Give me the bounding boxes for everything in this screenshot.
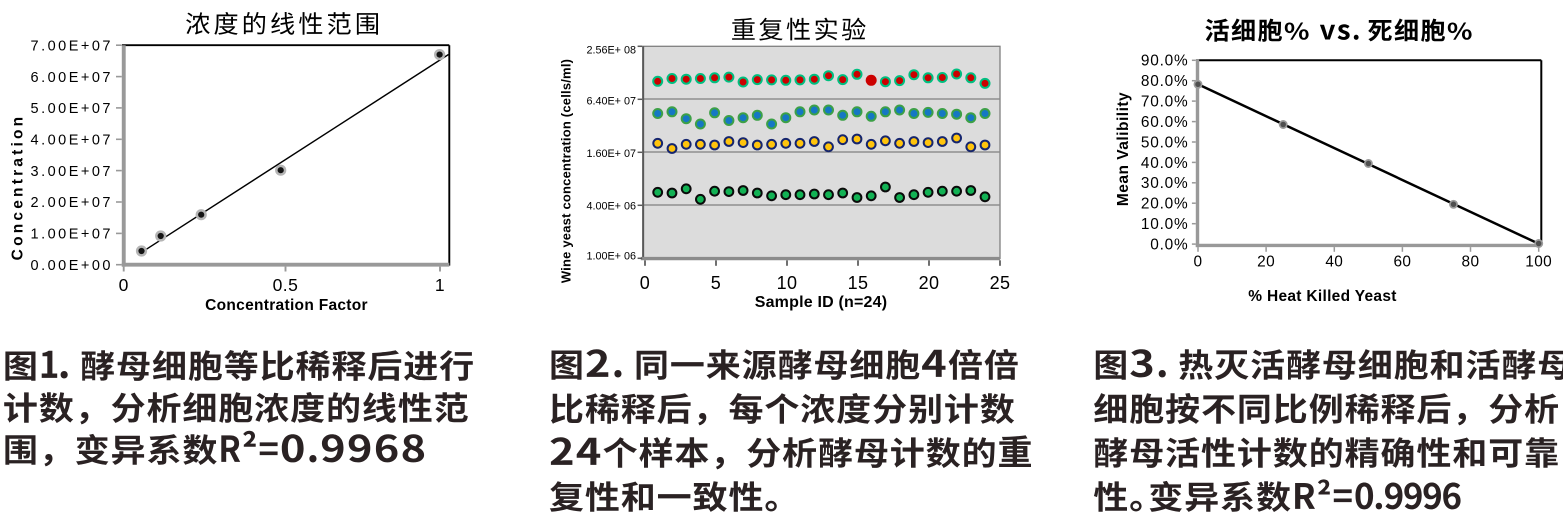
svg-text:7.00E+07: 7.00E+07 — [31, 38, 114, 54]
svg-text:1.00E+ 06: 1.00E+ 06 — [586, 250, 636, 262]
svg-text:0: 0 — [119, 275, 129, 295]
svg-text:Concentration Factor: Concentration Factor — [205, 297, 368, 314]
svg-text:10.0%: 10.0% — [1141, 216, 1189, 233]
svg-text:30.0%: 30.0% — [1141, 175, 1189, 192]
svg-text:Concentration: Concentration — [10, 114, 27, 261]
svg-text:90.0%: 90.0% — [1141, 53, 1189, 70]
svg-text:20.0%: 20.0% — [1141, 196, 1189, 213]
svg-text:0.00E+00: 0.00E+00 — [31, 258, 114, 274]
svg-text:0.0%: 0.0% — [1150, 237, 1188, 254]
svg-text:5: 5 — [711, 273, 721, 293]
svg-text:1: 1 — [435, 275, 445, 295]
svg-text:0: 0 — [1194, 254, 1203, 271]
svg-text:3.00E+07: 3.00E+07 — [31, 164, 114, 180]
svg-text:70.0%: 70.0% — [1141, 94, 1189, 111]
svg-text:1.60E+ 07: 1.60E+ 07 — [586, 148, 636, 160]
svg-text:Wine yeast concentration (cell: Wine yeast concentration (cells/ml) — [559, 59, 574, 283]
svg-text:20: 20 — [919, 273, 940, 293]
svg-text:% Heat Killed Yeast: % Heat Killed Yeast — [1248, 288, 1396, 305]
svg-text:40.0%: 40.0% — [1141, 155, 1189, 172]
svg-text:10: 10 — [777, 273, 798, 293]
svg-text:6.40E+ 07: 6.40E+ 07 — [586, 96, 636, 108]
svg-text:5.00E+07: 5.00E+07 — [31, 101, 114, 117]
svg-text:Sample ID (n=24): Sample ID (n=24) — [755, 294, 888, 311]
svg-text:2.00E+07: 2.00E+07 — [31, 195, 114, 211]
svg-text:60.0%: 60.0% — [1141, 114, 1189, 131]
svg-text:15: 15 — [848, 273, 869, 293]
svg-text:0: 0 — [640, 273, 650, 293]
svg-text:4.00E+07: 4.00E+07 — [31, 133, 114, 149]
svg-text:6.00E+07: 6.00E+07 — [31, 70, 114, 86]
svg-text:60: 60 — [1393, 254, 1411, 271]
svg-text:Mean Valibility: Mean Valibility — [1115, 92, 1132, 206]
svg-text:100: 100 — [1525, 254, 1552, 271]
svg-text:50.0%: 50.0% — [1141, 134, 1189, 151]
svg-text:0.5: 0.5 — [273, 275, 299, 295]
svg-text:80: 80 — [1462, 254, 1480, 271]
svg-text:4.00E+ 06: 4.00E+ 06 — [586, 200, 636, 212]
svg-text:1.00E+07: 1.00E+07 — [31, 227, 114, 243]
svg-text:25: 25 — [990, 273, 1011, 293]
svg-text:40: 40 — [1325, 254, 1343, 271]
svg-text:20: 20 — [1257, 254, 1275, 271]
svg-text:80.0%: 80.0% — [1141, 73, 1189, 90]
svg-text:2.56E+ 08: 2.56E+ 08 — [586, 45, 636, 57]
